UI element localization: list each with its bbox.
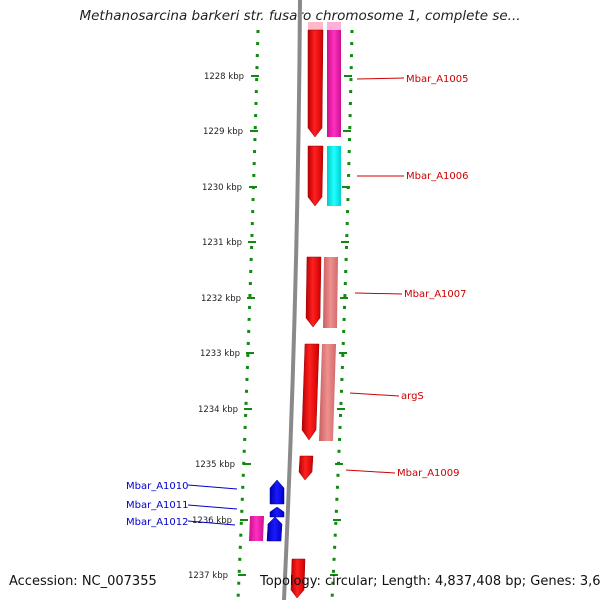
outer-track-dotted-line-right xyxy=(330,29,354,600)
gene-label-mbar-a1006[interactable]: Mbar_A1006 xyxy=(406,171,469,182)
leader-line xyxy=(187,484,238,490)
gene-arrow-mbar-a1005[interactable] xyxy=(307,29,324,138)
outer-track-dotted-line-left xyxy=(236,29,260,600)
tick-label: 1234 kbp xyxy=(198,405,238,415)
tick-label: 1230 kbp xyxy=(202,183,242,193)
accession-text: Accession: NC_007355 xyxy=(9,574,157,589)
leader-line xyxy=(345,469,396,474)
gene-label-args[interactable]: argS xyxy=(401,391,424,402)
tick-label: 1236 kbp xyxy=(192,516,232,526)
gene-label-mbar-a1011[interactable]: Mbar_A1011 xyxy=(126,500,189,511)
gene-arrow-mbar-a1006[interactable] xyxy=(307,145,324,207)
tick-label: 1231 kbp xyxy=(202,238,242,248)
gene-arrow-next[interactable] xyxy=(290,558,306,599)
leader-line xyxy=(187,520,236,526)
leader-line xyxy=(354,292,403,295)
feature-block-pink-top xyxy=(327,22,341,30)
gene-label-mbar-a1010[interactable]: Mbar_A1010 xyxy=(126,481,189,492)
feature-block-cyan[interactable] xyxy=(327,146,341,206)
forward-cds-track xyxy=(290,22,324,599)
tick-label: 1235 kbp xyxy=(195,460,235,470)
gene-label-mbar-a1007[interactable]: Mbar_A1007 xyxy=(404,289,467,300)
tick-label: 1229 kbp xyxy=(203,127,243,137)
gene-arrow-mbar-a1012[interactable] xyxy=(266,516,283,542)
leader-line xyxy=(356,77,405,80)
feature-block-salmon[interactable] xyxy=(323,257,338,328)
gene-arrow-mbar-a1007[interactable] xyxy=(305,256,322,328)
tick-label: 1228 kbp xyxy=(204,72,244,82)
gene-label-mbar-a1005[interactable]: Mbar_A1005 xyxy=(406,74,469,85)
leader-line xyxy=(349,392,400,397)
gene-arrow-mbar-a1005[interactable] xyxy=(308,22,323,30)
gene-arrow-mbar-a1011[interactable] xyxy=(269,506,285,518)
tick-label: 1233 kbp xyxy=(200,349,240,359)
feature-block-magenta[interactable] xyxy=(327,30,341,137)
gene-label-mbar-a1012[interactable]: Mbar_A1012 xyxy=(126,517,189,528)
tick-label: 1237 kbp xyxy=(188,571,228,581)
backbone-line xyxy=(282,0,302,600)
gene-arrow-mbar-a1010[interactable] xyxy=(269,479,285,505)
genome-summary-text: Topology: circular; Length: 4,837,408 bp… xyxy=(260,574,600,589)
feature-block-salmon[interactable] xyxy=(319,344,336,441)
gene-labels: Mbar_A1005 Mbar_A1006 Mbar_A1007 argS Mb… xyxy=(126,74,469,528)
tick-label: 1232 kbp xyxy=(201,294,241,304)
leader-line xyxy=(187,504,238,510)
reverse-cds-track xyxy=(249,479,285,542)
label-leaders xyxy=(187,77,405,526)
gene-arrow-args[interactable] xyxy=(301,343,320,441)
tick-labels: 1228 kbp 1229 kbp 1230 kbp 1231 kbp 1232… xyxy=(188,72,244,581)
gene-label-mbar-a1009[interactable]: Mbar_A1009 xyxy=(397,468,460,479)
tick-marks xyxy=(238,75,352,576)
feature-block-pink[interactable] xyxy=(249,516,264,541)
feature-track xyxy=(319,22,341,441)
gene-arrow-mbar-a1009[interactable] xyxy=(298,455,314,481)
